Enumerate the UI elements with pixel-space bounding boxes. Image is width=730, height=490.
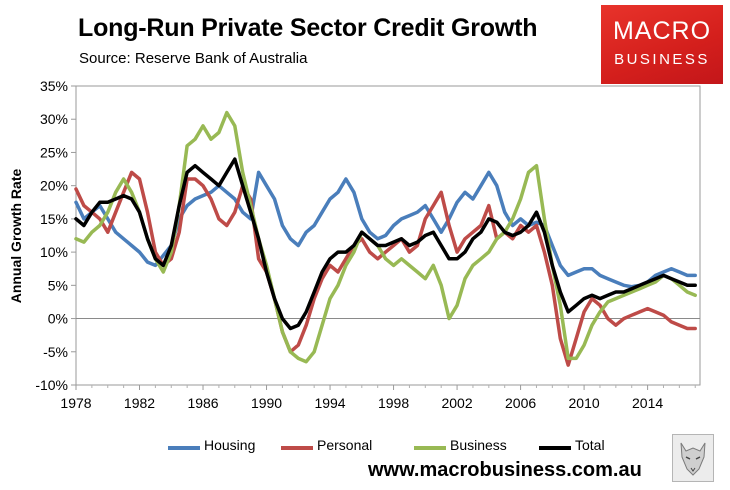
logo-line-2: BUSINESS bbox=[614, 51, 710, 68]
y-tick-label: 35% bbox=[40, 78, 68, 94]
x-tick-label: 1982 bbox=[124, 395, 155, 411]
legend-swatch-business bbox=[414, 446, 446, 450]
wolf-mascot-icon bbox=[672, 434, 714, 482]
x-tick-label: 1978 bbox=[60, 395, 91, 411]
y-axis-label: Annual Growth Rate bbox=[8, 168, 24, 304]
y-tick-label: -10% bbox=[35, 377, 68, 393]
chart-title: Long-Run Private Sector Credit Growth bbox=[78, 14, 538, 42]
legend-swatch-housing bbox=[168, 446, 200, 450]
logo-line-1: MACRO bbox=[612, 17, 712, 45]
x-tick-label: 2002 bbox=[441, 395, 472, 411]
y-tick-label: 25% bbox=[40, 144, 68, 160]
legend-label-personal: Personal bbox=[317, 437, 373, 453]
x-tick-label: 1994 bbox=[314, 395, 345, 411]
series-lines bbox=[74, 110, 697, 367]
y-tick-label: 20% bbox=[40, 178, 68, 194]
y-tick-label: 30% bbox=[40, 111, 68, 127]
y-tick-label: 15% bbox=[40, 211, 68, 227]
plot-area-border bbox=[75, 85, 701, 386]
legend-label-total: Total bbox=[575, 437, 605, 453]
chart-subtitle: Source: Reserve Bank of Australia bbox=[79, 50, 308, 67]
legend-label-housing: Housing bbox=[204, 437, 256, 453]
y-axis: -10% -5% 0% 5% 10% 15% 20% 25% 30% 35% bbox=[35, 78, 700, 393]
legend-swatch-personal bbox=[281, 446, 313, 450]
series-line-housing bbox=[74, 170, 697, 289]
x-tick-label: 1986 bbox=[187, 395, 218, 411]
macrobusiness-logo[interactable]: MACRO BUSINESS bbox=[601, 5, 723, 84]
x-axis: 1978 1982 1986 1990 1994 1998 2002 2006 2010 2014 bbox=[60, 385, 696, 411]
x-tick-label: 2014 bbox=[632, 395, 663, 411]
y-tick-label: 0% bbox=[48, 311, 68, 327]
y-tick-label: 5% bbox=[48, 277, 68, 293]
legend-label-business: Business bbox=[450, 437, 507, 453]
series-line-total bbox=[74, 157, 697, 331]
y-tick-label: -5% bbox=[43, 344, 68, 360]
series-line-personal bbox=[74, 170, 697, 367]
website-url-link[interactable]: www.macrobusiness.com.au bbox=[368, 459, 642, 481]
x-tick-label: 2006 bbox=[505, 395, 536, 411]
legend-swatch-total bbox=[539, 446, 571, 450]
y-tick-label: 10% bbox=[40, 244, 68, 260]
x-tick-label: 1998 bbox=[378, 395, 409, 411]
x-tick-label: 1990 bbox=[251, 395, 282, 411]
x-tick-label: 2010 bbox=[569, 395, 600, 411]
